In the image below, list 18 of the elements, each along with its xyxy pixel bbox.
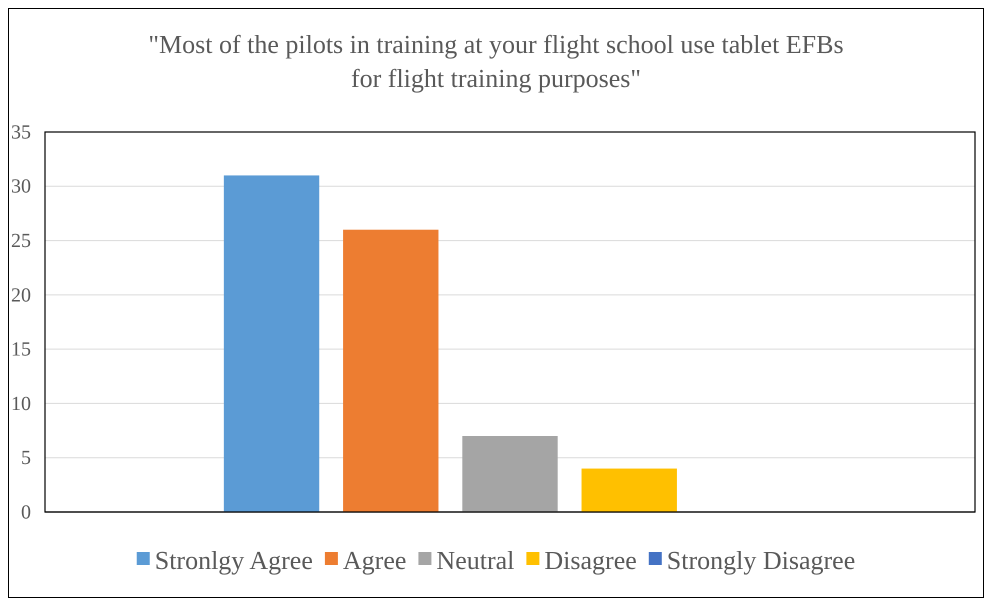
legend-label: Neutral (436, 546, 514, 576)
y-tick-label: 5 (21, 447, 31, 470)
chart-title: "Most of the pilots in training at your flight school use tablet EFBs for flight training purposes" (148, 30, 844, 93)
bar (462, 436, 558, 512)
y-tick-label: 35 (11, 121, 31, 144)
y-tick-label: 10 (11, 392, 31, 415)
legend-label: Disagree (544, 546, 637, 576)
legend-label: Strongly Disagree (666, 546, 856, 576)
bar (343, 230, 438, 512)
y-tick-label: 0 (21, 501, 31, 524)
legend-label: Stronlgy Agree (154, 546, 313, 576)
bar (582, 468, 677, 512)
y-tick-label: 15 (11, 338, 31, 361)
y-tick-label: 30 (11, 176, 31, 198)
bar (224, 175, 320, 512)
y-tick-label: 25 (11, 230, 31, 252)
y-tick-label: 20 (11, 284, 31, 306)
legend-label: Agree (342, 546, 406, 576)
